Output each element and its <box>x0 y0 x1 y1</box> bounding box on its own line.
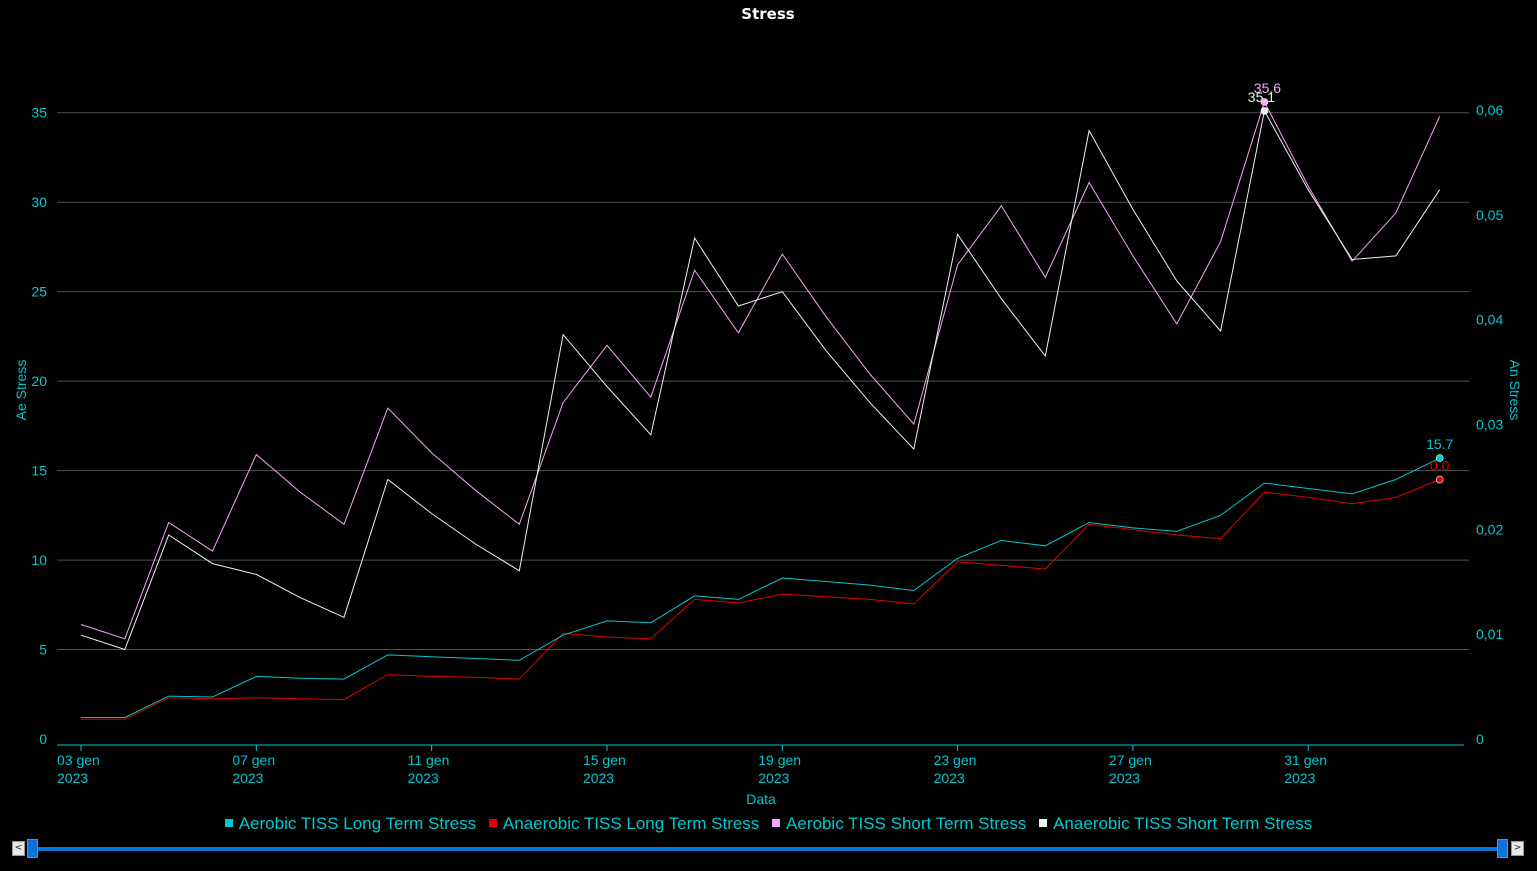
x-axis-title: Data <box>746 791 776 807</box>
legend-label: Anaerobic TISS Long Term Stress <box>502 814 760 833</box>
data-label-0: 15.7 <box>1426 436 1453 452</box>
scroll-handle-right[interactable] <box>1497 839 1508 858</box>
y-axis-left-title: Ae Stress <box>13 360 29 421</box>
y-tick-left-label: 35 <box>31 105 47 121</box>
x-tick-year-label: 2023 <box>232 770 263 786</box>
y-tick-left-label: 15 <box>31 463 47 479</box>
y-tick-right-label: 0 <box>1476 731 1484 747</box>
legend-label: Aerobic TISS Short Term Stress <box>786 814 1027 833</box>
legend-item-aerobic-short[interactable]: Aerobic TISS Short Term Stress <box>772 814 1026 834</box>
x-tick-label: 03 gen <box>57 752 100 768</box>
legend-swatch <box>1039 819 1048 827</box>
y-tick-left-label: 25 <box>31 284 47 300</box>
series-point-3 <box>1260 107 1269 115</box>
range-scrollbar[interactable]: < > <box>10 838 1527 860</box>
x-tick-year-label: 2023 <box>583 770 614 786</box>
series-line-1 <box>81 479 1440 720</box>
data-label-3: 35.1 <box>1248 89 1275 105</box>
x-tick-label: 15 gen <box>583 752 626 768</box>
scroll-right-button[interactable]: > <box>1511 841 1524 856</box>
x-tick-year-label: 2023 <box>1284 770 1315 786</box>
x-tick-label: 27 gen <box>1109 752 1152 768</box>
y-axis-left: 0 5 10 15 20 25 30 35 <box>31 105 47 747</box>
y-tick-left-label: 10 <box>31 552 47 568</box>
y-tick-left-label: 30 <box>31 194 47 210</box>
y-axis-right-title: An Stress <box>1507 360 1523 421</box>
x-tick-year-label: 2023 <box>758 770 789 786</box>
series-group: 35.635.1 15.7 0.0 <box>80 80 1454 720</box>
y-tick-right-label: 0,01 <box>1476 626 1503 642</box>
x-tick-label: 11 gen <box>408 752 450 768</box>
data-label-2: 35.6 <box>1254 80 1281 96</box>
legend-swatch <box>488 819 497 827</box>
legend: Aerobic TISS Long Term Stress Anaerobic … <box>0 814 1537 834</box>
scroll-track[interactable] <box>30 847 1507 851</box>
series-line-0 <box>81 457 1440 718</box>
y-tick-left-label: 0 <box>39 731 47 747</box>
legend-swatch <box>224 819 233 827</box>
y-tick-right-label: 0,05 <box>1476 207 1503 223</box>
legend-swatch <box>772 819 781 827</box>
x-tick-year-label: 2023 <box>934 770 965 786</box>
grid-lines <box>57 112 1469 651</box>
y-tick-left-label: 5 <box>39 642 47 658</box>
x-tick-label: 31 gen <box>1284 752 1327 768</box>
x-tick-year-label: 2023 <box>408 770 439 786</box>
series-point-1 <box>1435 475 1444 484</box>
scroll-left-button[interactable]: < <box>12 841 25 856</box>
x-tick-year-label: 2023 <box>1109 770 1140 786</box>
y-tick-right-label: 0,03 <box>1476 416 1503 432</box>
x-tick-year-label: 2023 <box>57 770 88 786</box>
series-point-0 <box>1435 454 1444 462</box>
x-tick-label: 07 gen <box>232 752 275 768</box>
scroll-handle-left[interactable] <box>27 839 38 858</box>
y-tick-left-label: 20 <box>31 373 47 389</box>
series-point-2 <box>1260 98 1269 106</box>
y-tick-right-label: 0,02 <box>1476 521 1503 537</box>
y-tick-right-label: 0,04 <box>1476 312 1503 328</box>
data-label-1: 0.0 <box>1430 458 1450 474</box>
legend-item-anaerobic-long[interactable]: Anaerobic TISS Long Term Stress <box>488 814 760 834</box>
legend-label: Aerobic TISS Long Term Stress <box>238 814 477 833</box>
legend-item-anaerobic-short[interactable]: Anaerobic TISS Short Term Stress <box>1039 814 1312 834</box>
y-axis-right: 0 0,01 0,02 0,03 0,04 0,05 0,06 <box>1476 102 1503 747</box>
legend-item-aerobic-long[interactable]: Aerobic TISS Long Term Stress <box>224 814 477 834</box>
x-tick-label: 23 gen <box>934 752 977 768</box>
chart-title: Stress <box>741 5 794 23</box>
series-line-2 <box>80 100 1441 640</box>
series-line-3 <box>80 109 1441 651</box>
legend-label: Anaerobic TISS Short Term Stress <box>1053 814 1313 833</box>
x-tick-label: 19 gen <box>758 752 801 768</box>
y-tick-right-label: 0,06 <box>1476 102 1503 118</box>
x-axis: 03 gen 2023 07 gen 2023 11 gen 2023 15 gen 2023… <box>57 745 1327 786</box>
